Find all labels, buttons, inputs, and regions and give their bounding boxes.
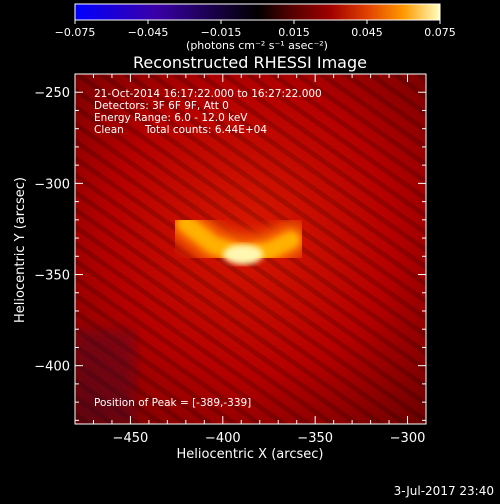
flare-source	[162, 200, 315, 278]
chart-title: Reconstructed RHESSI Image	[133, 53, 367, 72]
source-peak	[223, 244, 264, 265]
colorbar-unit-label: (photons cm⁻² s⁻¹ asec⁻²)	[186, 39, 328, 52]
x-axis: −450 −400 −350 −300	[92, 74, 427, 446]
annotation-energy: Energy Range: 6.0 - 12.0 keV	[94, 112, 248, 124]
y-tick-label: −300	[34, 177, 70, 192]
annotation-peak: Position of Peak = [-389,-339]	[94, 397, 251, 409]
footer-timestamp: 3-Jul-2017 23:40	[393, 484, 494, 498]
y-axis: −250 −300 −350 −400	[34, 73, 426, 421]
colorbar	[74, 3, 441, 21]
colorbar-ticks: −0.075 −0.045 −0.015 0.015 0.045 0.075	[55, 20, 456, 39]
y-tick-label: −400	[34, 360, 70, 375]
x-tick-label: −350	[297, 431, 333, 446]
colorbar-tick-label: 0.075	[424, 26, 456, 39]
y-axis-label: Heliocentric Y (arcsec)	[13, 177, 28, 323]
colorbar-tick-label: 0.045	[351, 26, 383, 39]
colorbar-tick-label: −0.045	[128, 26, 169, 39]
plot-frame	[74, 73, 427, 425]
colorbar-tick-label: −0.015	[201, 26, 242, 39]
x-tick-label: −450	[113, 431, 149, 446]
x-tick-label: −400	[205, 431, 241, 446]
annotation-method: Clean	[94, 124, 124, 136]
x-tick-label: −300	[390, 431, 426, 446]
annotation-counts: Total counts: 6.44E+04	[144, 124, 267, 136]
y-tick-label: −350	[34, 269, 70, 284]
heatmap-image	[75, 74, 426, 424]
colorbar-tick-label: 0.015	[278, 26, 310, 39]
y-tick-label: −250	[34, 86, 70, 101]
colorbar-tick-label: −0.075	[55, 26, 96, 39]
annotation-time-range: 21-Oct-2014 16:17:22.000 to 16:27:22.000	[94, 88, 322, 100]
x-axis-label: Heliocentric X (arcsec)	[177, 447, 324, 462]
annotation-detectors: Detectors: 3F 6F 9F, Att 0	[94, 100, 229, 112]
